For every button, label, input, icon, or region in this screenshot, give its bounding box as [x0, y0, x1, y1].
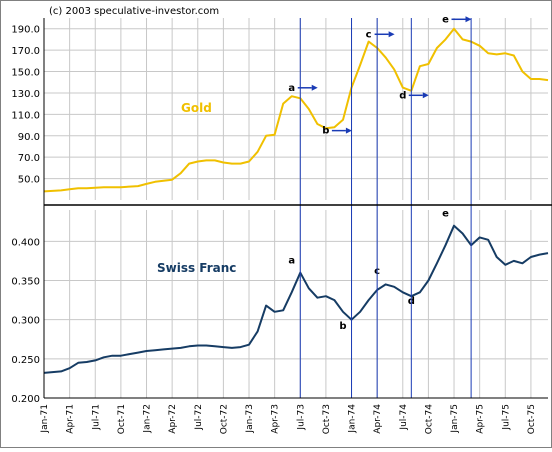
x-tick-label: Jul-75: [501, 404, 511, 431]
x-tick-label: Jan-72: [143, 404, 153, 434]
x-tick-label: Oct-75: [527, 404, 537, 434]
gold-y-tick-label: 130.0: [11, 89, 40, 100]
reference-vlines: [299, 18, 472, 398]
franc-annotation-e: e: [442, 208, 449, 219]
gold-y-tick-label: 170.0: [11, 46, 40, 57]
x-tick-label: Apr-73: [271, 404, 281, 434]
gold-y-tick-label: 50.0: [18, 175, 40, 186]
x-tick-label: Oct-71: [117, 404, 127, 434]
gold-y-tick-label: 150.0: [11, 68, 40, 79]
x-tick-label: Oct-74: [424, 404, 434, 435]
gold-annotation-arrowhead-e: [465, 16, 472, 23]
gold-annotation-arrowhead-c: [388, 31, 395, 38]
gold-y-tick-label: 70.0: [18, 153, 40, 164]
x-tick-label: Jul-74: [399, 404, 409, 431]
gold-annotation-c: c: [366, 29, 372, 40]
x-tick-label: Apr-71: [66, 404, 76, 434]
x-tick-label: Jan-73: [245, 404, 255, 434]
franc-annotation-b: b: [339, 321, 346, 332]
x-tick-label: Oct-72: [219, 404, 229, 434]
x-tick-label: Apr-72: [168, 404, 178, 434]
copyright-text: (c) 2003 speculative-investor.com: [49, 6, 219, 17]
franc-annotation-a: a: [288, 255, 295, 266]
x-tick-label: Jul-72: [194, 404, 204, 431]
x-axis: Jan-71 Apr-71 Jul-71 Oct-71 Jan-72 Apr-72 Jul-…: [40, 404, 537, 435]
x-tick-label: Oct-73: [322, 404, 332, 434]
gold-series-label: Gold: [181, 101, 212, 115]
franc-y-tick-label: 0.350: [11, 277, 40, 288]
franc-y-tick-label: 0.300: [11, 316, 40, 327]
franc-y-tick-label: 0.200: [11, 394, 40, 405]
gold-annotation-b: b: [322, 126, 329, 137]
gold-series-line: [43, 27, 549, 193]
gold-annotation-e: e: [442, 14, 449, 25]
franc-series-line: [43, 224, 549, 374]
gold-annotation-arrowhead-d: [422, 92, 429, 99]
x-tick-label: Apr-74: [373, 404, 383, 434]
x-tick-label: Jan-74: [348, 404, 358, 434]
gold-annotation-arrowhead-a: [311, 84, 318, 91]
gold-annotation-d: d: [399, 90, 406, 101]
gold-y-tick-label: 190.0: [11, 25, 40, 36]
gold-annotation-a: a: [288, 83, 295, 94]
franc-y-tick-label: 0.400: [11, 237, 40, 248]
franc-series-label: Swiss Franc: [157, 261, 236, 275]
x-tick-label: Jul-71: [91, 404, 101, 431]
x-tick-label: Jan-75: [450, 404, 460, 434]
gold-y-tick-label: 90.0: [18, 132, 40, 143]
x-tick-label: Apr-75: [476, 404, 486, 434]
gold-y-tick-label: 110.0: [11, 110, 40, 121]
gold-annotation-arrowhead-b: [345, 127, 352, 134]
x-tick-label: Jan-71: [40, 404, 50, 434]
x-tick-label: Jul-73: [296, 404, 306, 431]
franc-y-tick-label: 0.250: [11, 355, 40, 366]
